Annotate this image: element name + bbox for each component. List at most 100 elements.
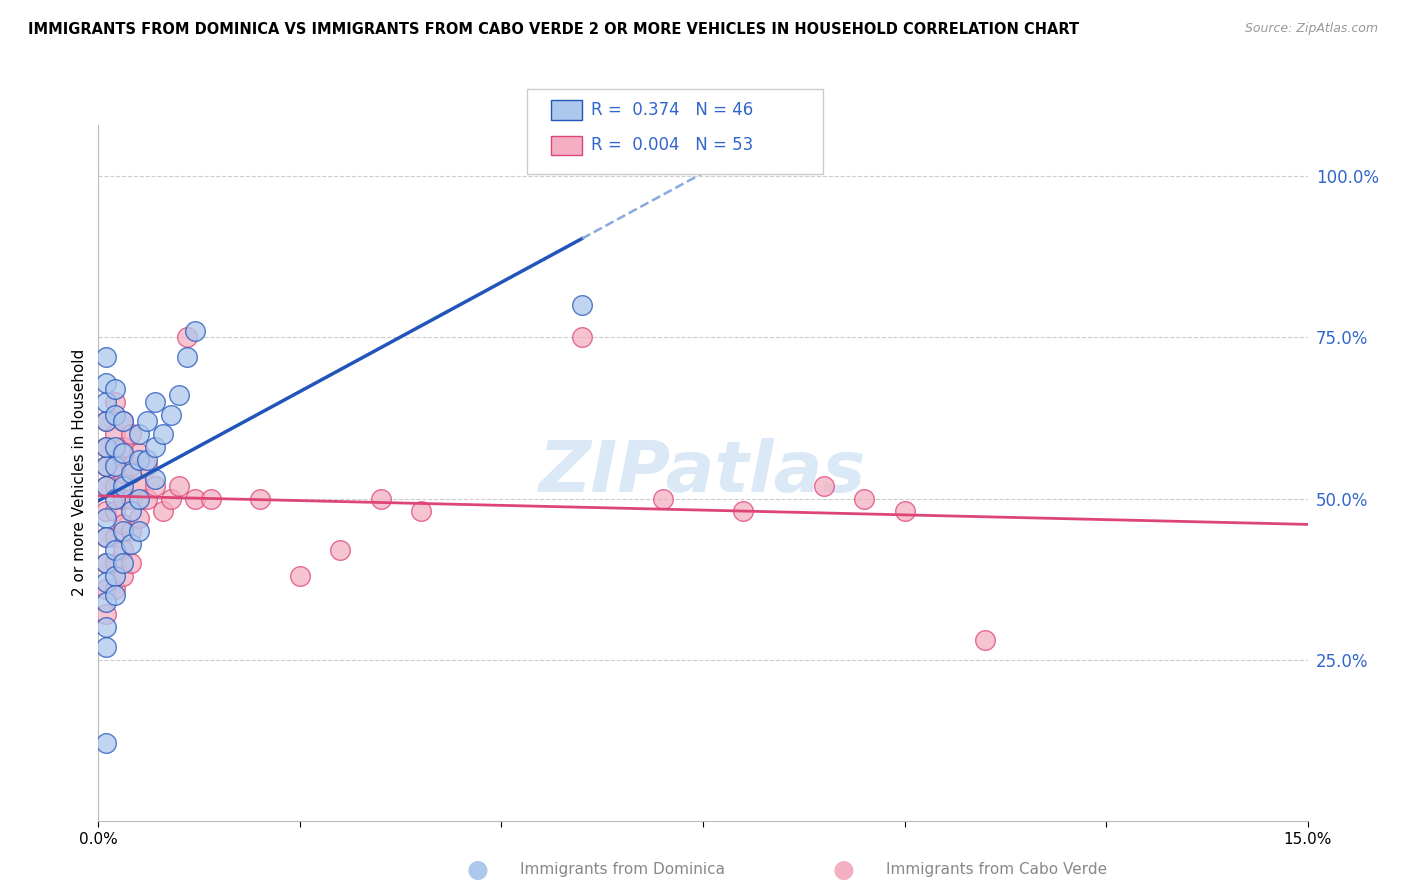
Point <box>96 478 118 492</box>
Point <box>135 414 157 428</box>
Text: Immigrants from Dominica: Immigrants from Dominica <box>520 863 725 877</box>
Point <box>571 298 593 312</box>
Point <box>96 440 118 454</box>
Point <box>184 491 207 506</box>
Point <box>120 459 142 474</box>
Point <box>96 350 118 364</box>
Point <box>135 453 157 467</box>
Y-axis label: 2 or more Vehicles in Household: 2 or more Vehicles in Household <box>72 349 87 597</box>
Point <box>135 459 157 474</box>
Text: R =  0.004   N = 53: R = 0.004 N = 53 <box>591 136 752 154</box>
Point <box>160 491 183 506</box>
Point <box>96 530 118 544</box>
Text: ZIPatlas: ZIPatlas <box>540 438 866 508</box>
Point <box>651 491 673 506</box>
Point <box>103 582 125 596</box>
Point <box>167 478 190 492</box>
Point <box>176 350 198 364</box>
Point <box>96 582 118 596</box>
Point <box>96 511 118 525</box>
Point <box>96 530 118 544</box>
Point <box>103 491 125 506</box>
Point <box>111 543 134 558</box>
Point <box>143 440 166 454</box>
Point <box>288 569 311 583</box>
Point <box>571 330 593 344</box>
Text: ●: ● <box>832 858 855 881</box>
Point <box>120 491 142 506</box>
Point <box>249 491 271 506</box>
Point <box>176 330 198 344</box>
Point <box>103 408 125 422</box>
Point <box>103 459 125 474</box>
Text: ●: ● <box>467 858 489 881</box>
Point <box>200 491 222 506</box>
Point <box>120 556 142 570</box>
Point <box>893 504 915 518</box>
Point <box>96 376 118 390</box>
Point <box>96 414 118 428</box>
Text: IMMIGRANTS FROM DOMINICA VS IMMIGRANTS FROM CABO VERDE 2 OR MORE VEHICLES IN HOU: IMMIGRANTS FROM DOMINICA VS IMMIGRANTS F… <box>28 22 1080 37</box>
Point <box>103 427 125 442</box>
Point <box>111 491 134 506</box>
Point <box>111 517 134 532</box>
Point <box>160 408 183 422</box>
Point <box>974 633 997 648</box>
Point <box>111 414 134 428</box>
Point <box>135 491 157 506</box>
Point <box>120 427 142 442</box>
Point <box>813 478 835 492</box>
Point <box>96 440 118 454</box>
Point <box>111 446 134 460</box>
Point <box>96 620 118 634</box>
Point <box>120 466 142 480</box>
Point <box>111 414 134 428</box>
Point <box>96 504 118 518</box>
Point <box>853 491 876 506</box>
Point <box>103 543 125 558</box>
Point <box>152 427 174 442</box>
Point <box>120 524 142 538</box>
Point <box>103 440 125 454</box>
Point <box>96 459 118 474</box>
Point <box>103 530 125 544</box>
Point <box>96 459 118 474</box>
Point <box>103 382 125 396</box>
Point <box>370 491 392 506</box>
Point <box>96 575 118 590</box>
Point <box>111 569 134 583</box>
Point <box>143 472 166 486</box>
Point <box>128 524 150 538</box>
Point <box>128 491 150 506</box>
Point <box>103 556 125 570</box>
Point <box>128 453 150 467</box>
Point <box>120 504 142 518</box>
Point <box>120 536 142 550</box>
Point <box>128 427 150 442</box>
Point <box>111 556 134 570</box>
Point <box>152 504 174 518</box>
Point <box>96 414 118 428</box>
Point <box>128 478 150 492</box>
Point <box>96 556 118 570</box>
Point <box>111 466 134 480</box>
Point <box>111 478 134 492</box>
Point <box>96 736 118 750</box>
Point <box>96 478 118 492</box>
Point <box>96 640 118 654</box>
Point <box>143 395 166 409</box>
Point <box>128 446 150 460</box>
Point <box>103 395 125 409</box>
Text: Immigrants from Cabo Verde: Immigrants from Cabo Verde <box>886 863 1107 877</box>
Point <box>184 324 207 338</box>
Text: Source: ZipAtlas.com: Source: ZipAtlas.com <box>1244 22 1378 36</box>
Point <box>128 511 150 525</box>
Point <box>409 504 432 518</box>
Text: R =  0.374   N = 46: R = 0.374 N = 46 <box>591 101 752 119</box>
Point <box>329 543 352 558</box>
Point <box>103 588 125 602</box>
Point <box>103 478 125 492</box>
Point <box>111 524 134 538</box>
Point <box>733 504 755 518</box>
Point <box>96 556 118 570</box>
